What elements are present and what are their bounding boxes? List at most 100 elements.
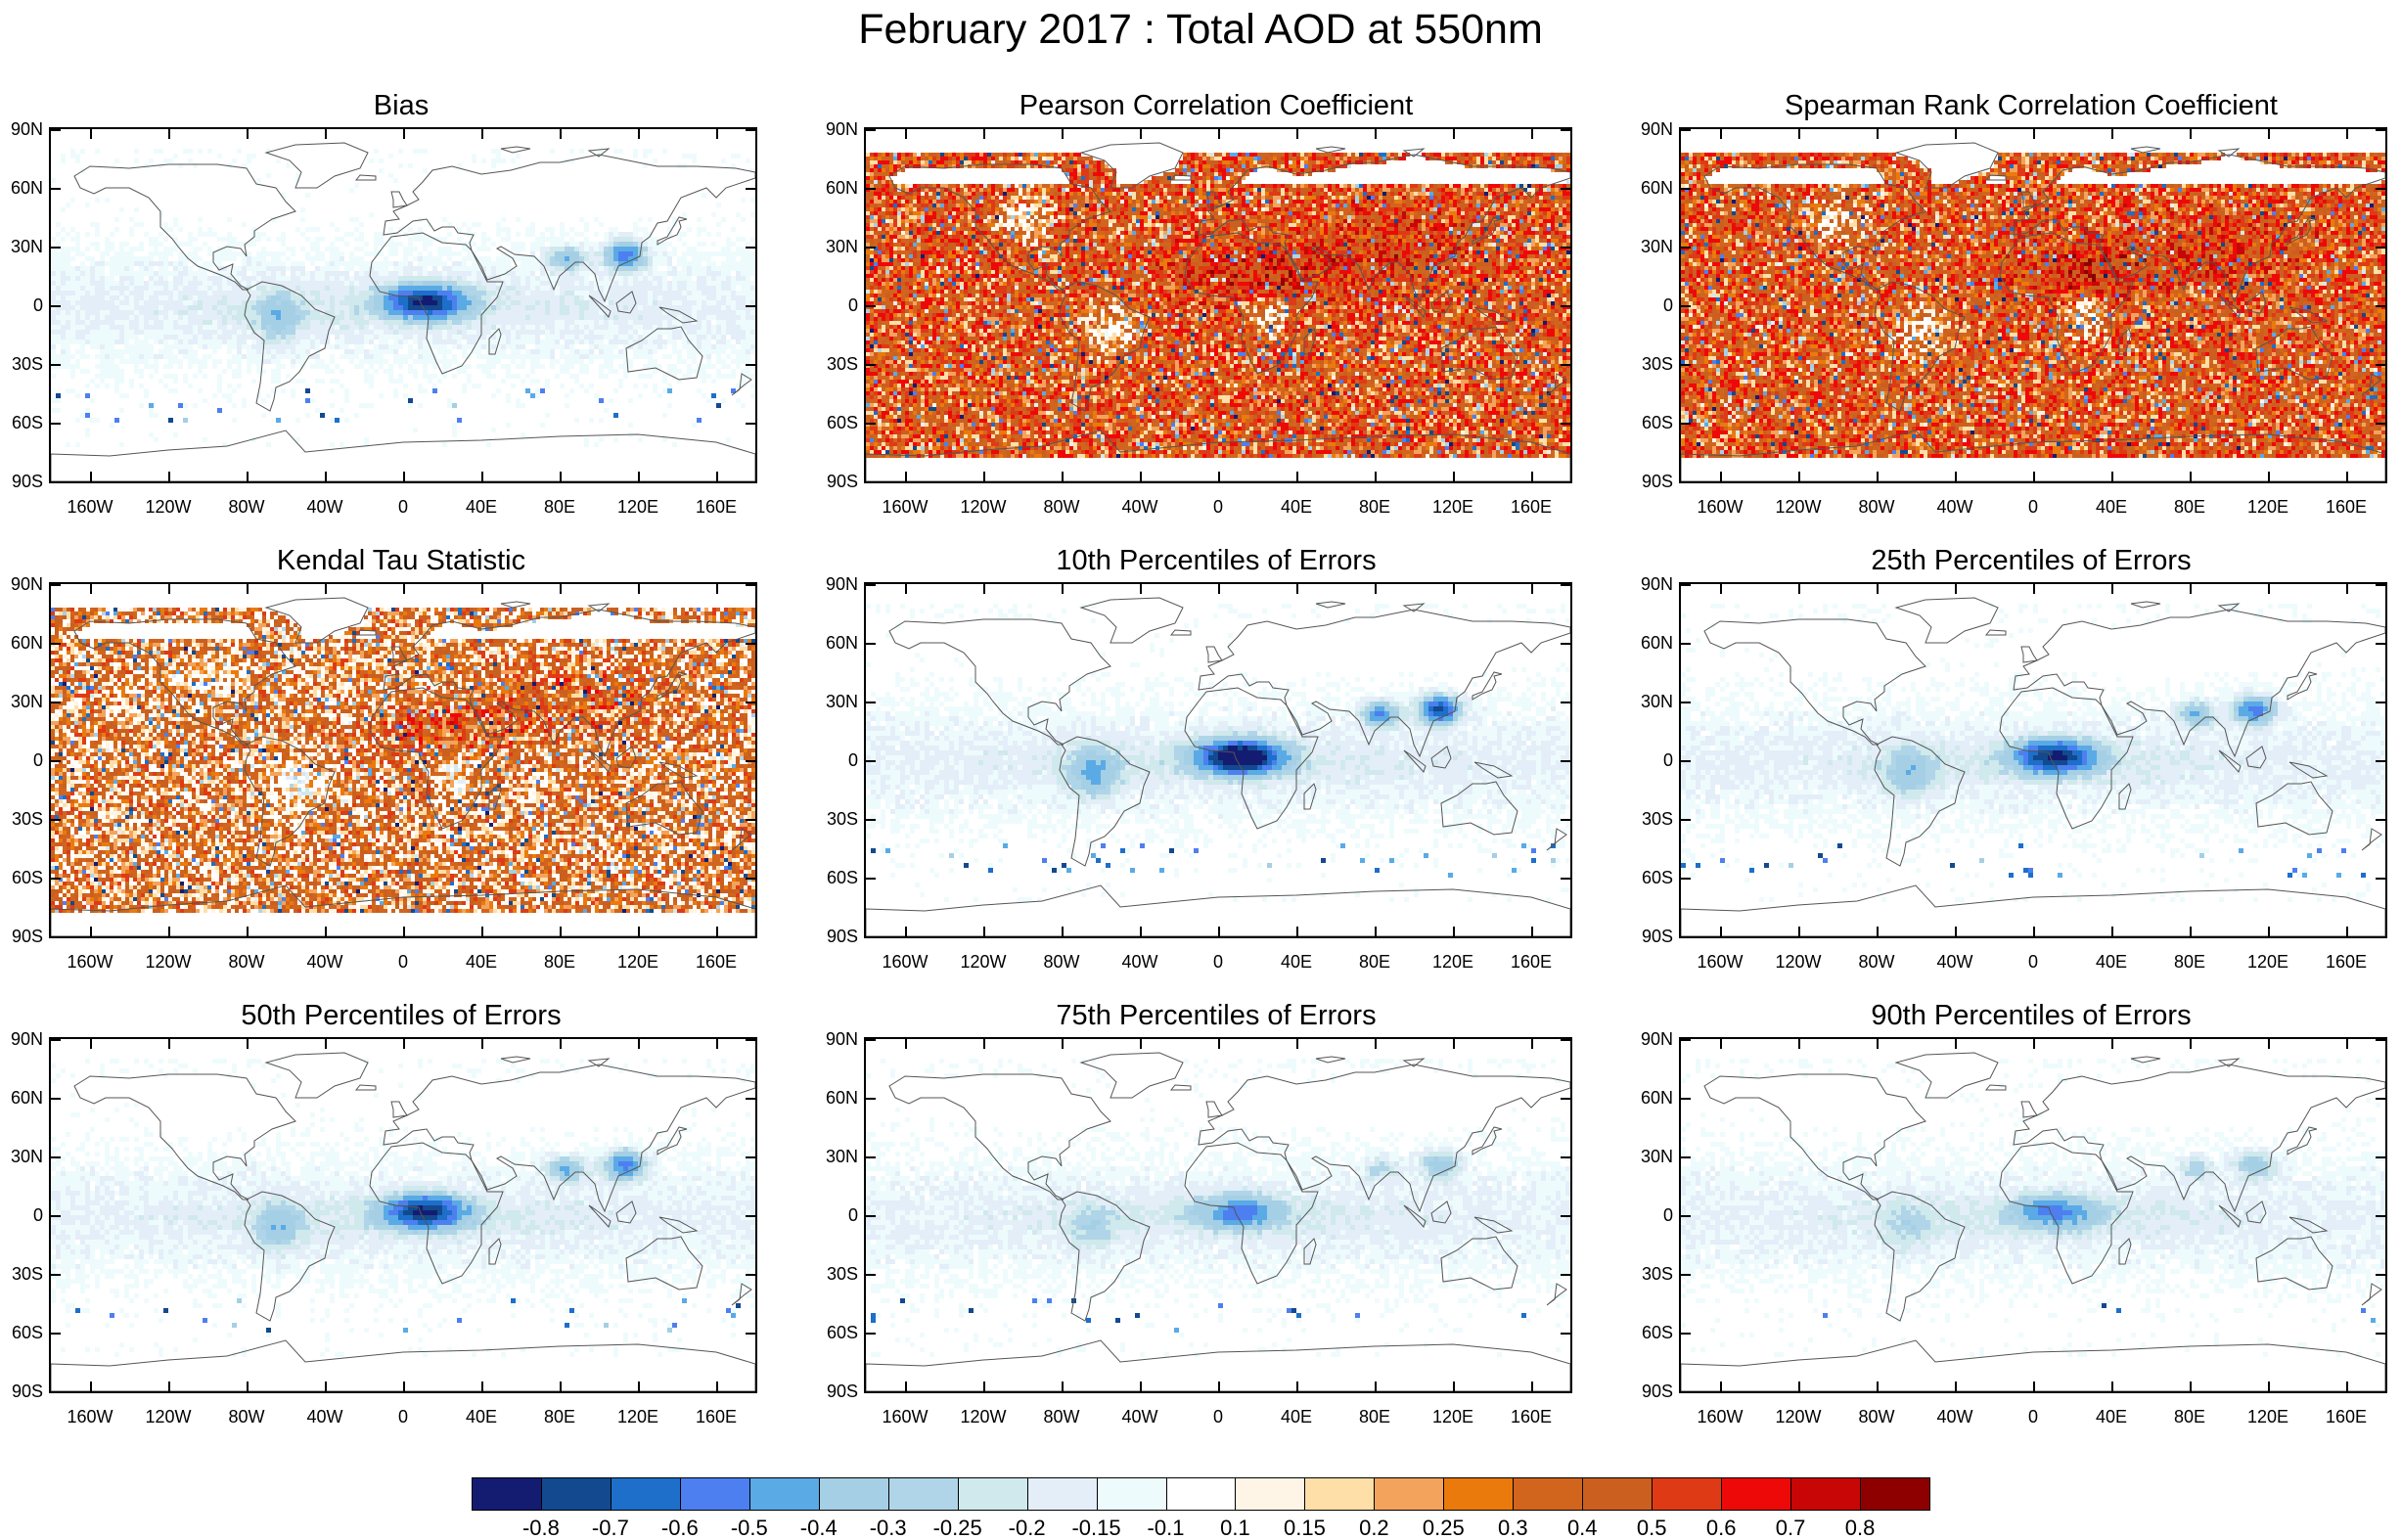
lon-tick bbox=[481, 129, 483, 139]
lat-tick-label: 30N bbox=[0, 237, 43, 256]
lat-tick bbox=[1561, 1391, 1570, 1393]
lat-tick bbox=[1681, 643, 1691, 645]
lat-tick bbox=[2376, 1156, 2385, 1158]
lon-tick-label: 80E bbox=[530, 497, 589, 517]
lat-tick bbox=[1681, 878, 1691, 880]
lon-tick-label: 80E bbox=[1345, 497, 1404, 517]
lat-tick bbox=[866, 1391, 876, 1393]
lon-tick bbox=[2111, 584, 2113, 594]
lat-tick-label: 90N bbox=[815, 119, 858, 139]
lat-tick-label: 60S bbox=[815, 868, 858, 887]
colorbar-label: 0.25 bbox=[1409, 1517, 1477, 1540]
lon-tick-label: 120E bbox=[2239, 1407, 2297, 1427]
colorbar-swatch bbox=[1790, 1477, 1861, 1511]
lat-tick bbox=[866, 129, 876, 131]
lat-tick bbox=[2376, 936, 2385, 938]
lon-tick bbox=[905, 1381, 907, 1391]
lat-tick bbox=[51, 1215, 61, 1217]
data-grid-cells bbox=[1681, 1059, 2385, 1357]
lon-tick bbox=[1531, 584, 1533, 594]
data-grid-cells bbox=[866, 1059, 1570, 1357]
lat-tick bbox=[746, 760, 755, 762]
lat-tick-label: 60N bbox=[815, 1088, 858, 1108]
lon-tick-label: 80W bbox=[217, 497, 276, 517]
lon-tick-label: 40E bbox=[2082, 497, 2141, 517]
colorbar-label: 0.5 bbox=[1617, 1517, 1686, 1540]
lon-tick-label: 120W bbox=[139, 497, 198, 517]
lat-tick-label: 60N bbox=[1630, 633, 1673, 653]
lat-tick bbox=[1561, 247, 1570, 249]
lat-tick bbox=[51, 364, 61, 366]
lon-tick bbox=[905, 129, 907, 139]
lon-tick bbox=[1877, 472, 1879, 481]
lon-tick-label: 40W bbox=[295, 952, 354, 972]
lon-tick bbox=[905, 584, 907, 594]
lon-tick-label: 40W bbox=[1110, 497, 1169, 517]
lon-tick-label: 160E bbox=[2317, 952, 2376, 972]
lon-tick bbox=[1218, 472, 1220, 481]
map-field bbox=[1681, 1039, 2385, 1391]
lon-tick bbox=[2190, 1039, 2192, 1049]
lat-tick bbox=[866, 878, 876, 880]
data-grid-cells bbox=[866, 153, 1570, 458]
lat-tick bbox=[746, 1098, 755, 1100]
lat-tick-label: 30S bbox=[0, 809, 43, 829]
lon-tick bbox=[983, 1381, 985, 1391]
panel-title: 50th Percentiles of Errors bbox=[49, 998, 753, 1033]
map-plot-area bbox=[49, 127, 757, 483]
lat-tick bbox=[866, 188, 876, 190]
panel-title: Kendal Tau Statistic bbox=[49, 543, 753, 578]
lon-tick bbox=[2190, 584, 2192, 594]
lat-tick-label: 60S bbox=[0, 413, 43, 432]
lat-tick-label: 90S bbox=[0, 472, 43, 491]
lat-tick bbox=[51, 188, 61, 190]
lon-tick-label: 120W bbox=[954, 1407, 1013, 1427]
lon-tick-label: 40E bbox=[1267, 497, 1326, 517]
colorbar-swatch bbox=[680, 1477, 750, 1511]
lon-tick bbox=[90, 472, 92, 481]
lon-tick bbox=[1877, 1381, 1879, 1391]
lon-tick bbox=[1877, 129, 1879, 139]
map-field bbox=[51, 129, 755, 481]
lon-tick bbox=[560, 584, 562, 594]
lat-tick bbox=[1681, 1215, 1691, 1217]
lat-tick-label: 90S bbox=[815, 472, 858, 491]
lat-tick bbox=[2376, 702, 2385, 703]
lon-tick-label: 160W bbox=[1691, 497, 1749, 517]
lon-tick-label: 40E bbox=[1267, 952, 1326, 972]
lon-tick bbox=[1062, 472, 1064, 481]
lon-tick bbox=[168, 472, 170, 481]
lon-tick bbox=[1062, 927, 1064, 936]
lon-tick bbox=[1798, 1381, 1800, 1391]
lat-tick-label: 90N bbox=[0, 1029, 43, 1049]
lat-tick bbox=[1681, 129, 1691, 131]
lon-tick bbox=[1296, 584, 1298, 594]
lat-tick bbox=[2376, 1333, 2385, 1335]
colorbar-label: -0.4 bbox=[785, 1517, 853, 1540]
lat-tick bbox=[866, 936, 876, 938]
lon-tick bbox=[1453, 472, 1455, 481]
lon-tick-label: 40E bbox=[452, 952, 511, 972]
lon-tick bbox=[1798, 129, 1800, 139]
lon-tick bbox=[2190, 927, 2192, 936]
lon-tick bbox=[983, 584, 985, 594]
lat-tick bbox=[866, 584, 876, 586]
lon-tick bbox=[638, 129, 640, 139]
lat-tick-label: 30N bbox=[815, 237, 858, 256]
lon-tick bbox=[1375, 472, 1377, 481]
lon-tick bbox=[1798, 1039, 1800, 1049]
lon-tick-label: 120E bbox=[609, 952, 667, 972]
lon-tick bbox=[403, 472, 405, 481]
lat-tick bbox=[1561, 1039, 1570, 1041]
colorbar-label: -0.3 bbox=[854, 1517, 923, 1540]
lat-tick bbox=[51, 819, 61, 821]
lon-tick bbox=[1375, 584, 1377, 594]
lat-tick-label: 60S bbox=[1630, 413, 1673, 432]
lon-tick bbox=[90, 1039, 92, 1049]
lon-tick bbox=[1218, 1039, 1220, 1049]
lat-tick bbox=[1681, 481, 1691, 483]
lat-tick-label: 0 bbox=[1630, 295, 1673, 315]
lat-tick-label: 60N bbox=[815, 633, 858, 653]
map-field bbox=[51, 584, 755, 936]
